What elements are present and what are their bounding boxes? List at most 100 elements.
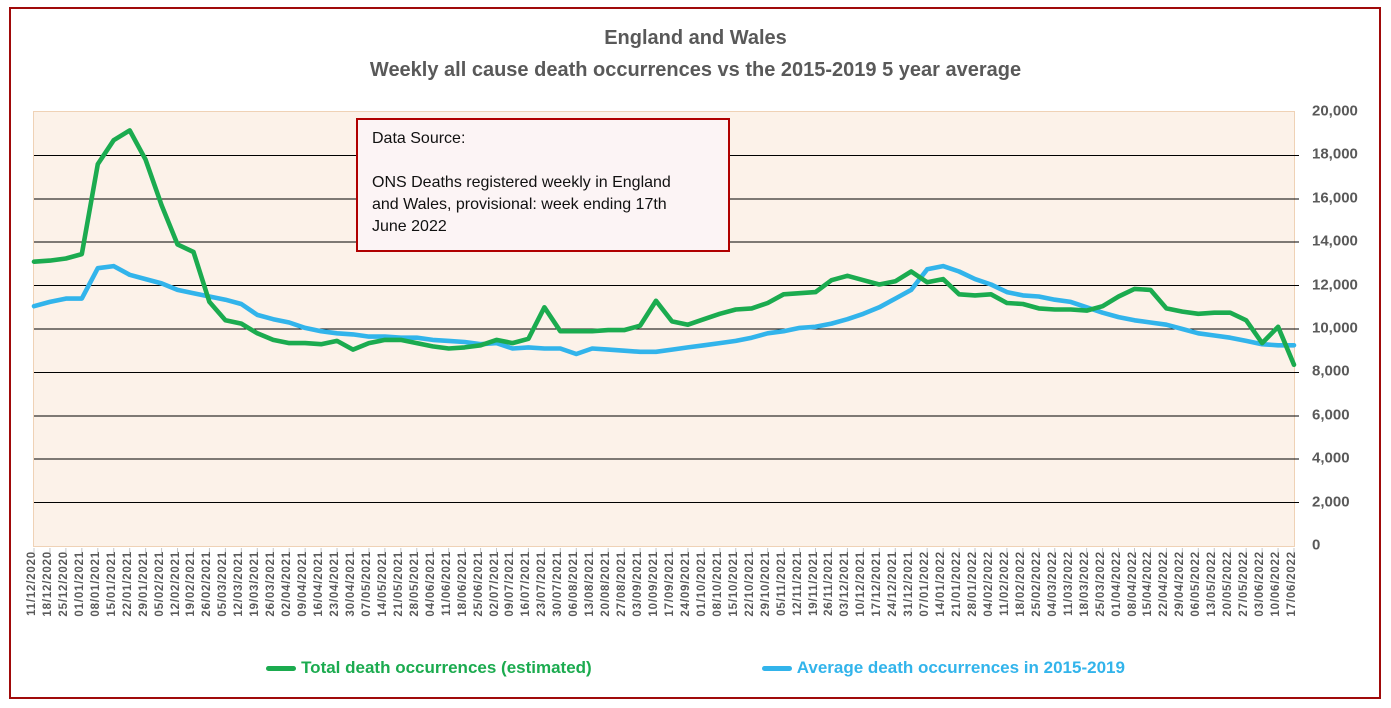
legend-item-average-deaths: Average death occurrences in 2015-2019 (761, 658, 1125, 678)
x-axis-label: 15/01/2021 (105, 551, 118, 617)
x-axis-label: 09/07/2021 (504, 551, 517, 617)
x-axis-label: 23/04/2021 (329, 551, 342, 617)
x-axis-label: 25/03/2022 (1094, 551, 1107, 617)
x-axis-label: 11/03/2022 (1062, 551, 1075, 616)
x-axis-label: 13/05/2022 (1206, 551, 1219, 617)
x-axis-label: 01/10/2021 (695, 551, 708, 617)
x-axis-label: 25/06/2021 (472, 551, 485, 617)
y-axis-label: 14,000 (1312, 232, 1358, 250)
chart-title-line2: Weekly all cause death occurrences vs th… (369, 59, 1022, 81)
x-axis-label: 05/02/2021 (153, 551, 166, 617)
y-axis-label: 18,000 (1312, 145, 1358, 163)
x-axis-label: 16/07/2021 (520, 551, 533, 617)
x-axis-label: 24/12/2021 (887, 551, 900, 617)
x-axis-label: 05/11/2021 (775, 551, 788, 616)
x-axis-label: 17/12/2021 (871, 551, 884, 617)
y-axis-label: 8,000 (1312, 362, 1350, 380)
series-line-total (31, 128, 1297, 368)
x-axis-label: 27/05/2022 (1238, 551, 1251, 617)
x-axis-label: 18/02/2022 (1014, 551, 1027, 617)
x-axis-label: 19/03/2021 (249, 551, 262, 617)
x-axis-label: 16/04/2021 (313, 551, 326, 617)
x-axis-label: 12/03/2021 (233, 551, 246, 617)
x-axis-label: 22/10/2021 (743, 551, 756, 617)
x-axis-label: 15/10/2021 (727, 551, 740, 617)
x-axis-label: 12/11/2021 (791, 551, 804, 616)
x-axis-label: 25/02/2022 (1030, 551, 1043, 617)
x-axis-label: 02/04/2021 (281, 551, 294, 617)
x-axis-label: 20/08/2021 (600, 551, 613, 617)
x-axis-label: 19/11/2021 (807, 551, 820, 616)
chart-title: England and Wales Weekly all cause death… (0, 22, 1391, 86)
y-axis-label: 16,000 (1312, 189, 1358, 207)
data-source-body: ONS Deaths registered weekly in England … (372, 174, 671, 235)
x-axis-label: 10/09/2021 (648, 551, 661, 617)
y-axis-label: 4,000 (1312, 449, 1350, 467)
y-axis-label: 10,000 (1312, 319, 1358, 337)
x-axis-label: 01/04/2022 (1110, 551, 1123, 617)
x-axis-label: 08/10/2021 (711, 551, 724, 617)
x-axis-label: 04/06/2021 (424, 551, 437, 617)
x-axis-label: 30/07/2021 (552, 551, 565, 617)
x-axis-label: 29/01/2021 (137, 551, 150, 617)
x-axis-label: 03/12/2021 (839, 551, 852, 617)
x-axis-label: 14/01/2022 (935, 551, 948, 617)
x-axis-label: 31/12/2021 (903, 551, 916, 617)
x-axis-label: 22/01/2021 (121, 551, 134, 617)
x-axis-label: 01/01/2021 (73, 551, 86, 617)
x-axis-label: 28/01/2022 (967, 551, 979, 617)
y-axis-label: 0 (1312, 536, 1321, 554)
legend-label-average-deaths: Average death occurrences in 2015-2019 (796, 658, 1125, 677)
x-axis-label: 02/07/2021 (488, 551, 501, 617)
x-axis-label: 07/01/2022 (919, 551, 932, 617)
x-axis-label: 10/12/2021 (855, 551, 868, 617)
x-axis-label: 04/02/2022 (982, 551, 995, 617)
legend-item-total-deaths: Total death occurrences (estimated) (266, 658, 592, 678)
data-source-heading: Data Source: (372, 130, 466, 147)
x-axis-label: 18/06/2021 (456, 551, 469, 617)
chart-legend: Total death occurrences (estimated) Aver… (0, 658, 1391, 678)
y-axis-label: 20,000 (1312, 102, 1358, 120)
x-axis-label: 07/05/2021 (360, 551, 373, 617)
x-axis-label: 05/03/2021 (217, 551, 230, 617)
x-axis-label: 18/03/2022 (1078, 551, 1091, 617)
x-axis-label: 30/04/2021 (344, 551, 357, 617)
x-axis-label: 29/10/2021 (759, 551, 772, 617)
green-line-swatch-icon (266, 665, 297, 671)
chart-title-line1: England and Wales (604, 27, 787, 49)
chart-canvas (31, 128, 1299, 553)
x-axis-label: 09/04/2021 (297, 551, 310, 617)
x-axis-label: 21/01/2022 (951, 551, 964, 617)
y-axis-label: 12,000 (1312, 276, 1358, 294)
series-line-average (31, 263, 1297, 357)
x-axis-label: 17/06/2022 (1286, 551, 1298, 617)
x-axis-label: 17/09/2021 (663, 551, 676, 617)
x-axis-label: 03/09/2021 (632, 551, 645, 617)
x-axis-label: 26/02/2021 (201, 551, 214, 617)
x-axis-label: 14/05/2021 (376, 551, 389, 617)
x-axis-label: 25/12/2020 (57, 551, 70, 617)
x-axis-label: 20/05/2022 (1222, 551, 1235, 617)
y-axis-label: 2,000 (1312, 493, 1350, 511)
x-axis-label: 27/08/2021 (616, 551, 629, 617)
x-axis-label: 18/12/2020 (41, 551, 54, 617)
blue-line-swatch-icon (761, 665, 792, 671)
x-axis-label: 08/01/2021 (89, 551, 102, 617)
x-axis-label: 04/03/2022 (1046, 551, 1059, 617)
x-axis-label: 08/04/2022 (1126, 551, 1139, 617)
x-axis-label: 03/06/2022 (1254, 551, 1267, 617)
x-axis-label: 12/02/2021 (169, 551, 182, 617)
y-axis-label: 6,000 (1312, 406, 1350, 424)
x-axis-label: 06/08/2021 (568, 551, 581, 617)
x-axis-label: 19/02/2021 (185, 551, 198, 617)
x-axis-label: 13/08/2021 (584, 551, 597, 617)
x-axis-label: 11/12/2020 (26, 551, 38, 616)
chart-frame (9, 7, 1381, 699)
legend-label-total-deaths: Total death occurrences (estimated) (301, 658, 592, 677)
x-axis-label: 11/02/2022 (998, 551, 1011, 616)
x-axis-label: 15/04/2022 (1142, 551, 1155, 617)
data-source-box: Data Source: ONS Deaths registered weekl… (356, 118, 730, 252)
x-axis-label: 24/09/2021 (679, 551, 692, 617)
x-axis-label: 10/06/2022 (1270, 551, 1283, 617)
